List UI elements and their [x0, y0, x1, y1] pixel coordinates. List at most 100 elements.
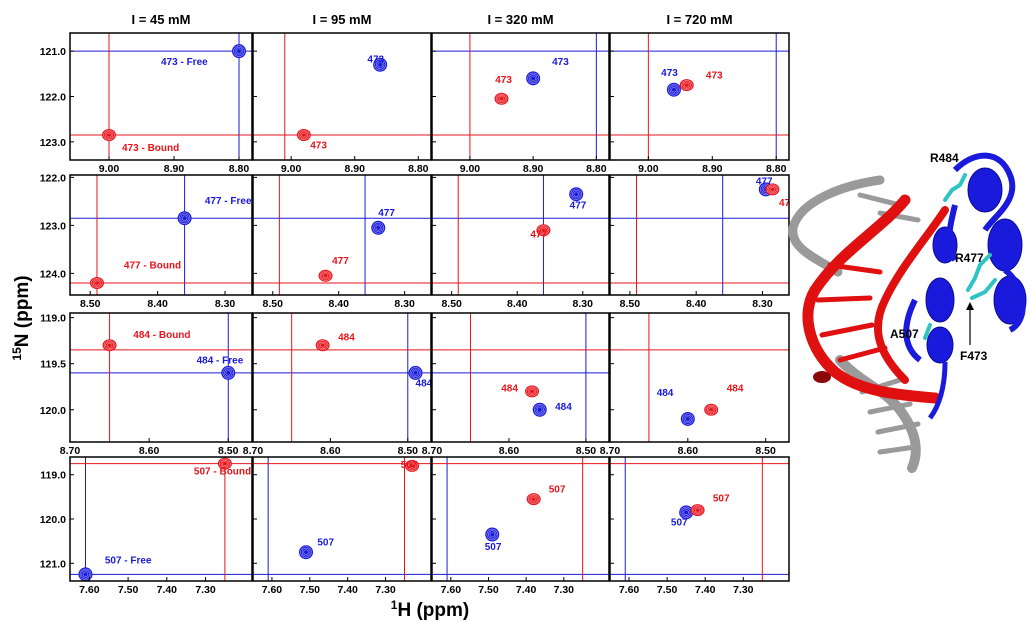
- y-tick-label: 121.0: [40, 46, 66, 58]
- x-tick-label: 8.50: [398, 445, 419, 457]
- x-tick-label: 8.60: [678, 445, 699, 457]
- panel-477-4: 477 477 8.50 8.40 8.30: [609, 174, 796, 310]
- x-axis-title-superscript: 1: [391, 598, 398, 612]
- y-axis-title-text: N (ppm): [12, 275, 33, 347]
- x-tick-label: 7.50: [478, 584, 499, 596]
- x-tick-label: 7.60: [79, 584, 100, 596]
- x-tick-label: 7.50: [118, 584, 139, 596]
- panel-frame: [609, 32, 790, 161]
- label-r484: R484: [930, 151, 959, 165]
- y-tick-label: 119.0: [40, 470, 66, 482]
- peak-label-bound: 507: [549, 484, 566, 495]
- peak-label-free: 507 - Free: [105, 555, 152, 566]
- x-tick-label: 8.50: [620, 298, 641, 310]
- y-tick-label: 119.0: [40, 313, 66, 325]
- x-tick-label: 8.90: [702, 163, 723, 175]
- peak-label-free: 477: [570, 201, 587, 212]
- peak-label-bound: 477: [332, 256, 349, 267]
- svg-text:1H (ppm): 1H (ppm): [391, 598, 469, 621]
- side-chains: [923, 173, 997, 340]
- panel-484-3: 484 484 8.70 8.60 8.50: [422, 312, 610, 457]
- panel-frame: [431, 174, 610, 296]
- panel-frame: [252, 312, 432, 443]
- peak-label-bound: 507: [713, 493, 730, 504]
- peak-bound: [296, 129, 311, 142]
- peak-label-free: 477: [756, 177, 773, 188]
- column-title: I = 95 mM: [313, 12, 372, 27]
- panel-frame: [69, 174, 253, 296]
- x-tick-label: 8.70: [422, 445, 443, 457]
- peak-label-free: 484: [657, 388, 674, 399]
- x-tick-label: 8.40: [328, 298, 349, 310]
- x-tick-label: 7.30: [375, 584, 396, 596]
- y-tick-label: 120.0: [40, 405, 66, 417]
- peak-bound: [526, 493, 541, 506]
- panel-507-2: 507 507 7.60 7.50 7.40 7.30: [252, 456, 432, 596]
- y-tick-label: 120.0: [40, 514, 66, 526]
- peak-label-bound: 477: [530, 229, 547, 240]
- y-axis-title-superscript: 15: [10, 347, 24, 361]
- x-tick-label: 7.30: [733, 584, 754, 596]
- peak-bound: [690, 504, 705, 517]
- peak-label-free: 484 - Free: [197, 356, 244, 367]
- peak-label-bound: 473: [495, 75, 512, 86]
- label-f473: F473: [960, 349, 988, 363]
- panel-frame: [431, 32, 610, 161]
- peak-free: [680, 411, 695, 426]
- peak-free: [526, 71, 541, 86]
- x-tick-label: 8.50: [441, 298, 462, 310]
- peak-label-free: 484: [555, 402, 572, 413]
- peak-free: [232, 44, 246, 59]
- panel-473-4: 473 473 9.00 8.90 8.80: [609, 32, 790, 175]
- x-tick-label: 7.50: [300, 584, 321, 596]
- x-tick-label: 8.40: [147, 298, 168, 310]
- y-tick-label: 124.0: [40, 268, 66, 280]
- column-title: I = 45 mM: [132, 12, 191, 27]
- x-tick-label: 8.90: [164, 163, 185, 175]
- peak-bound: [89, 277, 104, 289]
- x-tick-label: 8.50: [576, 445, 597, 457]
- panel-507-4: 507 507 7.60 7.50 7.40 7.30: [609, 456, 790, 596]
- peak-label-bound: 484 - Bound: [133, 330, 190, 341]
- panel-484-2: 484 484 8.70 8.60 8.50: [243, 312, 432, 457]
- y-tick-label: 119.5: [40, 359, 66, 371]
- panel-frame: [252, 174, 432, 296]
- panel-484-4: 484 484 8.70 8.60 8.50: [600, 312, 790, 457]
- x-tick-label: 8.60: [139, 445, 160, 457]
- peak-free: [371, 220, 386, 235]
- column-titles: I = 45 mM I = 95 mM I = 320 mM I = 720 mM: [132, 12, 733, 27]
- label-a507: A507: [890, 327, 919, 341]
- x-tick-label: 8.90: [523, 163, 544, 175]
- peak-free: [485, 527, 500, 542]
- x-tick-label: 7.60: [441, 584, 462, 596]
- peak-label-bound: 477: [779, 198, 796, 209]
- y-axis-title: 15N (ppm): [10, 275, 33, 360]
- x-tick-label: 9.00: [638, 163, 659, 175]
- spectra-row-507: 507 - Bound 507 - Free 7.60 7.50 7.40 7.30 119…: [40, 456, 790, 596]
- peak-bound: [494, 92, 509, 105]
- panel-473-3: 473 473 9.00 8.90 8.80: [431, 32, 610, 175]
- x-tick-label: 7.40: [337, 584, 358, 596]
- peak-label-bound: 473: [706, 70, 723, 81]
- label-r477: R477: [955, 251, 984, 265]
- peak-label-bound: 473: [310, 141, 327, 152]
- panel-frame: [252, 32, 432, 161]
- panel-507-1: 507 - Bound 507 - Free 7.60 7.50 7.40 7.30 119…: [40, 456, 253, 596]
- peak-free: [221, 365, 236, 380]
- x-tick-label: 8.60: [320, 445, 341, 457]
- peak-label-bound: 484: [727, 383, 744, 394]
- peak-label-free: 507: [485, 542, 502, 553]
- x-tick-label: 8.60: [499, 445, 520, 457]
- x-axis-title-text: H (ppm): [397, 600, 469, 621]
- x-tick-label: 8.70: [60, 445, 81, 457]
- x-tick-label: 8.30: [215, 298, 236, 310]
- x-tick-label: 8.50: [218, 445, 239, 457]
- peak-free: [299, 545, 314, 560]
- peak-bound: [405, 459, 420, 472]
- peak-label-bound: 507 - Bound: [194, 467, 251, 478]
- x-tick-label: 8.50: [263, 298, 284, 310]
- panel-477-3: 477 477 8.50 8.40 8.30: [431, 174, 610, 310]
